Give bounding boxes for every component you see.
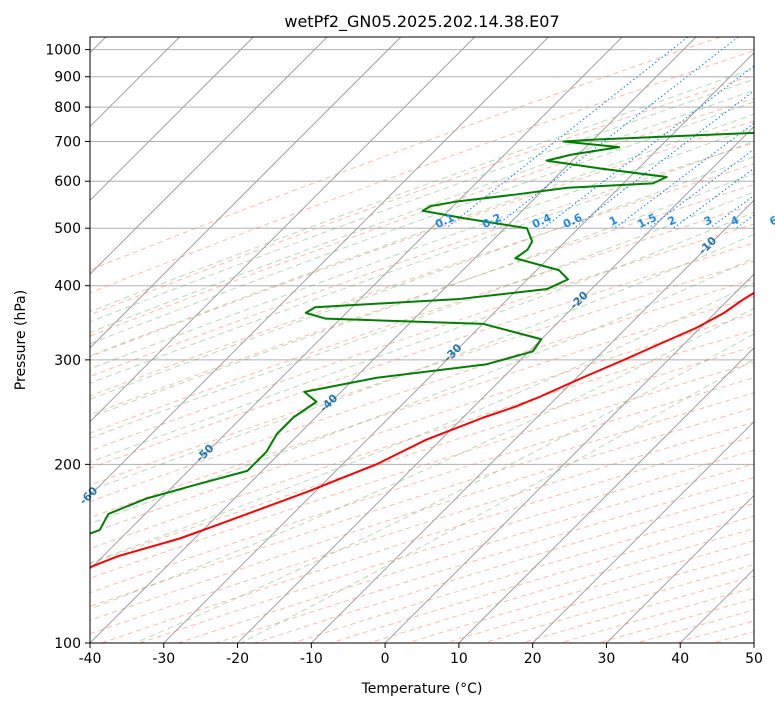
dry-adiabat [90, 120, 754, 358]
isotherm-line [384, 273, 754, 643]
y-tick-label: 600 [54, 174, 81, 190]
isotherm-line [310, 199, 754, 643]
mixing-ratio-line-0.4 [542, 65, 754, 229]
y-axis-label: Pressure (hPa) [13, 290, 29, 390]
y-tick-label: 200 [54, 457, 81, 473]
dry-adiabat [90, 74, 754, 316]
plot-background [90, 37, 754, 643]
y-tick-label: 800 [54, 100, 81, 116]
moist-adiabat [90, 172, 754, 418]
x-tick-label: 20 [524, 651, 542, 667]
moist-adiabat [134, 333, 754, 643]
moist-adiabat [90, 67, 754, 313]
dry-adiabat [90, 50, 754, 294]
isotherm-line [90, 37, 549, 497]
chart-title: wetPf2_GN05.2025.202.14.38.E07 [284, 12, 559, 32]
moist-adiabat [90, 307, 754, 610]
y-tick-label: 500 [54, 221, 81, 237]
dry-adiabat [90, 142, 754, 378]
moist-adiabat [90, 140, 754, 384]
isotherm-line [90, 37, 476, 423]
x-tick-label: -10 [300, 651, 323, 667]
dry-adiabat [90, 204, 754, 434]
isotherm-line [90, 37, 254, 202]
y-tick-label: 400 [54, 279, 81, 295]
y-tick-label: 1000 [45, 43, 81, 59]
dry-adiabat [90, 392, 754, 608]
y-tick-label: 700 [54, 134, 81, 150]
data-layer [90, 131, 754, 569]
isotherm-line [606, 494, 754, 643]
grid-layer [90, 37, 754, 643]
isotherm-line [90, 37, 402, 349]
isotherm-line [163, 52, 754, 643]
mixing-ratio-line-1 [614, 122, 754, 229]
x-tick-label: 30 [598, 651, 616, 667]
isotherm-line [90, 37, 697, 643]
dry-adiabat [751, 641, 754, 643]
moist-adiabat [90, 89, 754, 334]
moist-adiabat [90, 257, 754, 525]
dry-adiabat [216, 476, 754, 643]
y-tick-label: 900 [54, 70, 81, 86]
dry-adiabat [90, 329, 754, 550]
x-tick-label: 40 [671, 651, 689, 667]
moist-adiabat [90, 78, 754, 323]
y-tick-label: 300 [54, 353, 81, 369]
moist-adiabat [90, 156, 754, 400]
dry-adiabat [90, 421, 754, 635]
x-tick-label: -40 [79, 651, 102, 667]
dry-adiabat [292, 502, 754, 643]
dry-adiabat [90, 278, 754, 503]
dry-adiabat [139, 449, 754, 643]
isotherm-line [90, 37, 328, 275]
isotherm-line [532, 420, 754, 643]
x-axis-label: Temperature (°C) [361, 681, 483, 697]
dry-adiabat [90, 345, 754, 565]
mixing-ratio-line-0.1 [445, 37, 689, 229]
plot-frame [89, 36, 755, 644]
dry-adiabat [90, 223, 754, 452]
isotherm-line [90, 37, 623, 570]
dewpoint-profile [90, 131, 754, 535]
isotherm-line [458, 347, 754, 643]
mixing-ratio-line-0.2 [492, 37, 739, 229]
temperature-profile [90, 291, 754, 569]
isotherm-line [753, 642, 754, 643]
moist-adiabat [90, 101, 754, 345]
mixing-ratio-label: 6 [768, 213, 775, 228]
x-tick-label: -20 [226, 651, 249, 667]
y-tick-label: 100 [54, 636, 81, 652]
x-tick-label: -30 [152, 651, 175, 667]
moist-adiabat [90, 191, 754, 439]
x-tick-label: 10 [450, 651, 468, 667]
dry-adiabat [407, 540, 754, 643]
moist-adiabat [90, 233, 754, 491]
axis-layer: -40 -30 -20 -10 0 10 20 30 40 50 100 200 300 400 500 60… [45, 36, 763, 667]
x-tick-label: 50 [745, 651, 763, 667]
mixing-ratio-line-2 [673, 167, 754, 229]
dry-adiabat [90, 377, 754, 594]
plot-area [90, 37, 754, 643]
x-tick-label: 0 [381, 651, 390, 667]
